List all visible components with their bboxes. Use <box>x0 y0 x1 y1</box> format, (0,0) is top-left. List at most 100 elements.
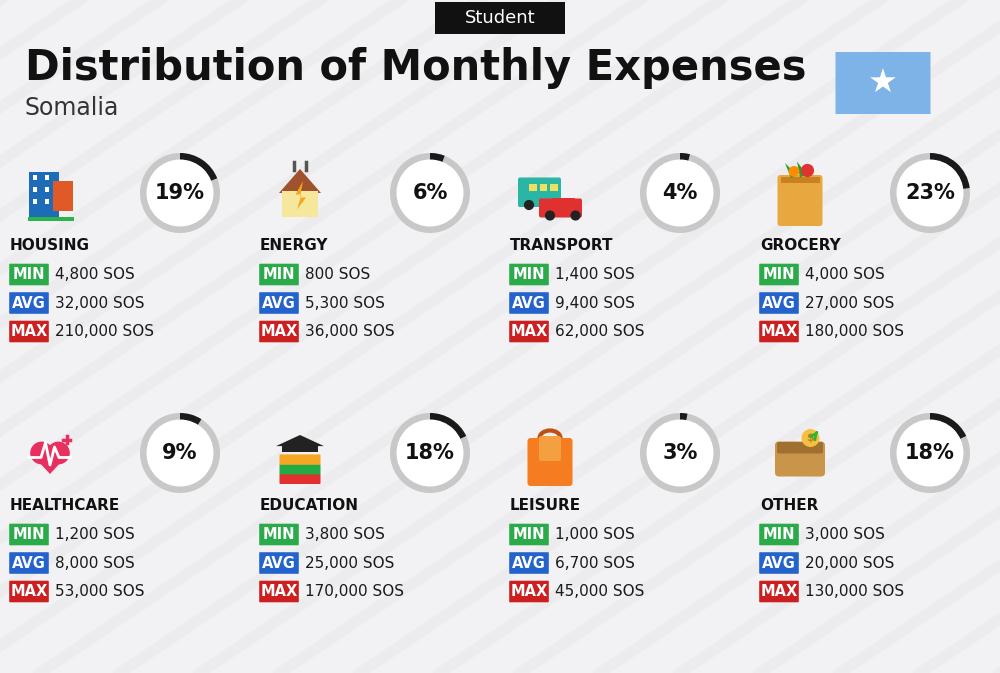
FancyBboxPatch shape <box>759 581 799 602</box>
Text: 210,000 SOS: 210,000 SOS <box>55 324 154 339</box>
Text: LEISURE: LEISURE <box>510 499 581 513</box>
Text: MAX: MAX <box>260 584 298 599</box>
FancyBboxPatch shape <box>9 321 49 343</box>
FancyBboxPatch shape <box>280 464 321 474</box>
Text: TRANSPORT: TRANSPORT <box>510 238 614 254</box>
Text: 18%: 18% <box>905 443 955 463</box>
FancyBboxPatch shape <box>759 321 799 343</box>
Text: 6%: 6% <box>412 183 448 203</box>
Circle shape <box>647 160 713 226</box>
FancyBboxPatch shape <box>509 581 549 602</box>
FancyBboxPatch shape <box>259 553 299 574</box>
Text: Distribution of Monthly Expenses: Distribution of Monthly Expenses <box>25 47 806 89</box>
Circle shape <box>524 200 534 210</box>
Text: 23%: 23% <box>905 183 955 203</box>
Text: 3,000 SOS: 3,000 SOS <box>805 527 885 542</box>
Wedge shape <box>890 153 970 233</box>
FancyBboxPatch shape <box>282 446 318 452</box>
FancyBboxPatch shape <box>9 553 49 574</box>
Polygon shape <box>785 163 797 178</box>
FancyBboxPatch shape <box>53 181 73 211</box>
FancyBboxPatch shape <box>518 178 561 207</box>
FancyBboxPatch shape <box>777 442 823 454</box>
Text: GROCERY: GROCERY <box>760 238 841 254</box>
Text: MIN: MIN <box>13 527 45 542</box>
FancyBboxPatch shape <box>529 184 536 192</box>
Text: 1,200 SOS: 1,200 SOS <box>55 527 135 542</box>
Text: 1,400 SOS: 1,400 SOS <box>555 267 635 282</box>
Wedge shape <box>390 413 470 493</box>
Text: MIN: MIN <box>513 527 545 542</box>
FancyBboxPatch shape <box>759 524 799 545</box>
Text: MIN: MIN <box>263 267 295 282</box>
Circle shape <box>570 211 581 221</box>
Text: AVG: AVG <box>762 295 796 310</box>
Text: ENERGY: ENERGY <box>260 238 328 254</box>
FancyBboxPatch shape <box>528 438 572 486</box>
Text: ★: ★ <box>868 67 898 100</box>
Polygon shape <box>279 169 321 193</box>
FancyBboxPatch shape <box>259 524 299 545</box>
FancyBboxPatch shape <box>539 199 582 217</box>
Text: 53,000 SOS: 53,000 SOS <box>55 584 144 599</box>
Wedge shape <box>180 413 201 425</box>
Wedge shape <box>140 413 220 493</box>
Text: 9%: 9% <box>162 443 198 463</box>
FancyBboxPatch shape <box>280 474 321 484</box>
Circle shape <box>398 421 462 485</box>
Text: MIN: MIN <box>13 267 45 282</box>
Text: MAX: MAX <box>760 584 798 599</box>
Wedge shape <box>430 413 466 439</box>
Text: 9,400 SOS: 9,400 SOS <box>555 295 635 310</box>
Circle shape <box>801 164 814 177</box>
Text: 25,000 SOS: 25,000 SOS <box>305 555 394 571</box>
Wedge shape <box>390 153 470 233</box>
Text: 6,700 SOS: 6,700 SOS <box>555 555 635 571</box>
Wedge shape <box>640 413 720 493</box>
Text: 32,000 SOS: 32,000 SOS <box>55 295 144 310</box>
FancyBboxPatch shape <box>9 292 49 314</box>
Text: 4%: 4% <box>662 183 698 203</box>
Text: EDUCATION: EDUCATION <box>260 499 359 513</box>
FancyBboxPatch shape <box>780 176 820 182</box>
FancyBboxPatch shape <box>836 52 930 114</box>
Polygon shape <box>276 435 324 446</box>
FancyBboxPatch shape <box>552 198 575 209</box>
FancyBboxPatch shape <box>259 321 299 343</box>
FancyBboxPatch shape <box>550 184 558 192</box>
Circle shape <box>648 161 712 225</box>
Circle shape <box>897 160 963 226</box>
FancyBboxPatch shape <box>259 264 299 285</box>
Text: MAX: MAX <box>510 324 548 339</box>
Text: AVG: AVG <box>762 555 796 571</box>
FancyBboxPatch shape <box>539 436 561 461</box>
Text: $: $ <box>807 433 814 443</box>
FancyBboxPatch shape <box>280 454 321 465</box>
Text: AVG: AVG <box>512 555 546 571</box>
Circle shape <box>398 161 462 225</box>
Wedge shape <box>180 153 217 181</box>
Circle shape <box>397 420 463 486</box>
Circle shape <box>647 420 713 486</box>
FancyBboxPatch shape <box>775 441 825 476</box>
Text: MAX: MAX <box>510 584 548 599</box>
Text: MIN: MIN <box>763 267 795 282</box>
FancyBboxPatch shape <box>9 264 49 285</box>
FancyBboxPatch shape <box>540 184 547 192</box>
Circle shape <box>397 160 463 226</box>
FancyBboxPatch shape <box>9 524 49 545</box>
Text: 20,000 SOS: 20,000 SOS <box>805 555 894 571</box>
Wedge shape <box>930 153 970 189</box>
FancyBboxPatch shape <box>9 581 49 602</box>
FancyBboxPatch shape <box>509 553 549 574</box>
Wedge shape <box>890 413 970 493</box>
Text: 3%: 3% <box>662 443 698 463</box>
Circle shape <box>546 200 557 210</box>
Text: 19%: 19% <box>155 183 205 203</box>
Circle shape <box>802 429 820 447</box>
Text: 800 SOS: 800 SOS <box>305 267 370 282</box>
FancyBboxPatch shape <box>435 2 565 34</box>
Text: MAX: MAX <box>10 324 48 339</box>
Circle shape <box>148 161 212 225</box>
FancyBboxPatch shape <box>509 321 549 343</box>
